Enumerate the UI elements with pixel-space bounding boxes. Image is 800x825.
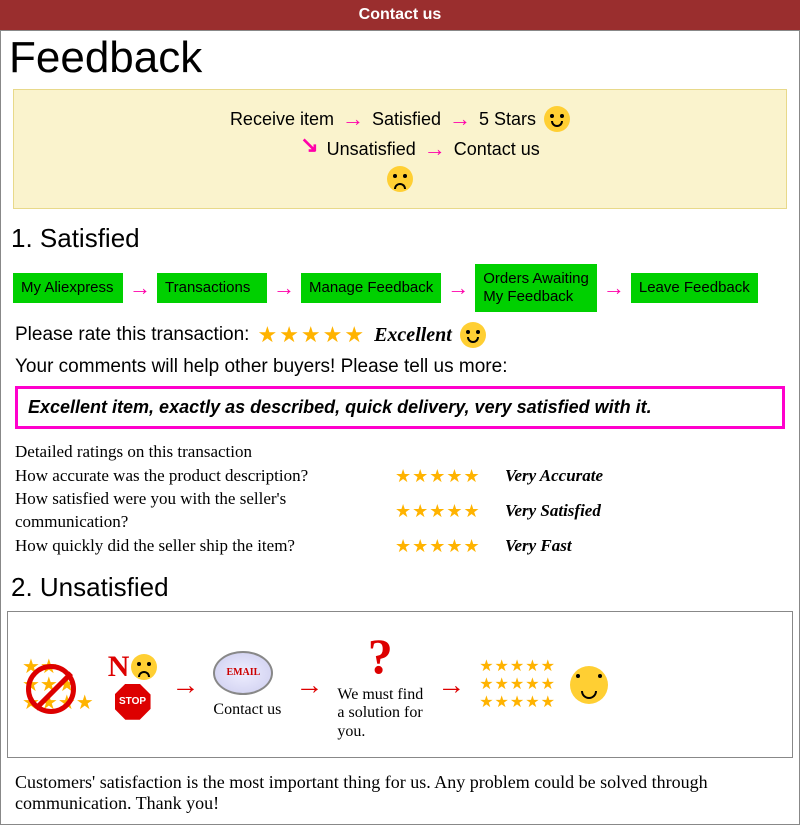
arrow-icon: → [273,275,295,301]
comment-box: Excellent item, exactly as described, qu… [15,386,785,429]
detail-q-0: How accurate was the product description… [15,465,395,488]
green-step-3: Orders Awaiting My Feedback [475,264,597,312]
arrow-icon: → [447,275,469,301]
detail-label-2: Very Fast [505,535,572,558]
arrow-icon: → [342,106,364,132]
green-step-1: Transactions [157,273,267,303]
green-step-2: Manage Feedback [301,273,441,303]
unsatisfied-flow: ★★★★★★★★★ N STOP → EMAIL Contact us → ? … [7,611,793,758]
green-step-4: Leave Feedback [631,273,758,303]
flow-row-2: ↘ Unsatisfied → Contact us [34,136,766,162]
flow-step-contact: Contact us [454,139,540,160]
content-panel: Feedback Receive item → Satisfied → 5 St… [0,30,800,825]
sad-icon [387,166,413,192]
question-icon: ? [337,628,423,686]
footer-text: Customers' satisfaction is the most impo… [1,762,799,824]
detail-label-0: Very Accurate [505,465,603,488]
star-icon: ★★★★★ [395,534,505,558]
page-title: Feedback [1,31,799,85]
stars-grid-icon: ★★★★★★★★★★★★★★★ [479,658,556,711]
flow-step-receive: Receive item [230,109,334,130]
flow-step-unsatisfied: Unsatisfied [327,139,416,160]
prohibit-icon [26,664,76,714]
star-icon: ★★★★★ [395,499,505,523]
rating-label: Please rate this transaction: [15,324,249,346]
red-arrow-icon: → [295,669,323,701]
smile-icon [544,106,570,132]
detail-q-1: How satisfied were you with the seller's… [15,488,395,534]
star-icon: ★★★★★ [395,464,505,488]
solution-label: We must find a solution for you. [337,686,423,741]
stop-icon: STOP [115,684,151,720]
green-step-0: My Aliexpress [13,273,123,303]
flow-step-5stars: 5 Stars [479,109,536,130]
email-icon: EMAIL [213,651,273,695]
detail-row-2: How quickly did the seller ship the item… [15,534,785,558]
smile-icon [460,322,486,348]
flow-row-1: Receive item → Satisfied → 5 Stars [34,106,766,132]
unsatisfied-title: 2. Unsatisfied [1,568,799,607]
arrow-down-icon: ↘ [300,132,318,158]
contact-step: EMAIL Contact us [213,651,281,719]
no-stars-block: ★★★★★★★★★ [22,658,94,712]
detail-q-2: How quickly did the seller ship the item… [15,535,395,558]
arrow-icon: → [129,275,151,301]
arrow-icon: → [449,106,471,132]
rating-excellent: Excellent [374,324,452,347]
arrow-icon: → [424,136,446,162]
red-arrow-icon: → [171,669,199,701]
satisfied-flow: My Aliexpress → Transactions → Manage Fe… [1,258,799,318]
smile-icon [570,666,608,704]
detail-row-1: How satisfied were you with the seller's… [15,488,785,534]
rating-line: Please rate this transaction: ★★★★★ Exce… [1,318,799,352]
header-title: Contact us [359,6,442,23]
sad-icon [131,654,157,680]
arrow-icon: → [603,275,625,301]
detail-title: Detailed ratings on this transaction [15,441,395,464]
comments-label: Your comments will help other buyers! Pl… [1,352,799,382]
header-bar: Contact us [0,0,800,30]
solution-step: ? We must find a solution for you. [337,628,423,741]
no-stop-block: N STOP [108,650,158,720]
flow-step-satisfied: Satisfied [372,109,441,130]
satisfied-title: 1. Satisfied [1,219,799,258]
detail-label-1: Very Satisfied [505,500,601,523]
star-icon: ★★★★★ [257,322,366,348]
contact-label: Contact us [213,701,281,719]
no-text: N [108,650,130,684]
detail-row-0: How accurate was the product description… [15,464,785,488]
red-arrow-icon: → [437,669,465,701]
sad-face-row [34,166,766,192]
detail-ratings: Detailed ratings on this transaction How… [1,439,799,568]
top-flow-panel: Receive item → Satisfied → 5 Stars ↘ Uns… [13,89,787,209]
